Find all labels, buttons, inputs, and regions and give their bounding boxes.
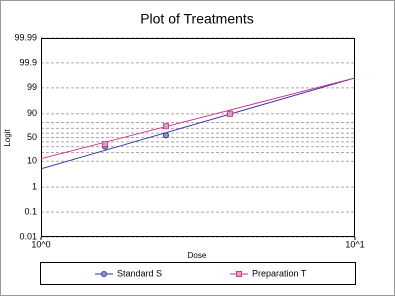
- x-tick-label: 10^1: [345, 239, 364, 249]
- legend-marker: [235, 270, 242, 277]
- y-tick-label: 1: [32, 182, 37, 192]
- y-tick-label: 10: [27, 156, 37, 166]
- fit-line: [40, 77, 356, 170]
- y-axis-label: Logit: [3, 129, 12, 147]
- x-tick-label: 10^0: [31, 239, 50, 249]
- point: [162, 132, 169, 139]
- legend-label: Preparation T: [252, 268, 307, 278]
- legend-marker: [101, 270, 108, 277]
- y-tick-label: 99: [27, 82, 37, 92]
- legend-label: Standard S: [117, 268, 162, 278]
- y-tick-label: 90: [27, 108, 37, 118]
- point: [102, 141, 109, 148]
- y-tick-label: 50: [27, 132, 37, 142]
- fit-line: [40, 77, 356, 160]
- point: [162, 123, 169, 130]
- y-tick-label: 99.9: [19, 57, 37, 67]
- plot-area: [41, 38, 355, 237]
- y-tick-label: 0.01: [19, 231, 37, 241]
- legend: [40, 262, 356, 285]
- y-tick-label: 0.1: [24, 206, 37, 216]
- chart-title: Plot of Treatments: [140, 11, 254, 27]
- x-axis-label: Dose: [188, 251, 207, 260]
- y-tick-label: 99.99: [14, 32, 37, 42]
- point: [227, 110, 234, 117]
